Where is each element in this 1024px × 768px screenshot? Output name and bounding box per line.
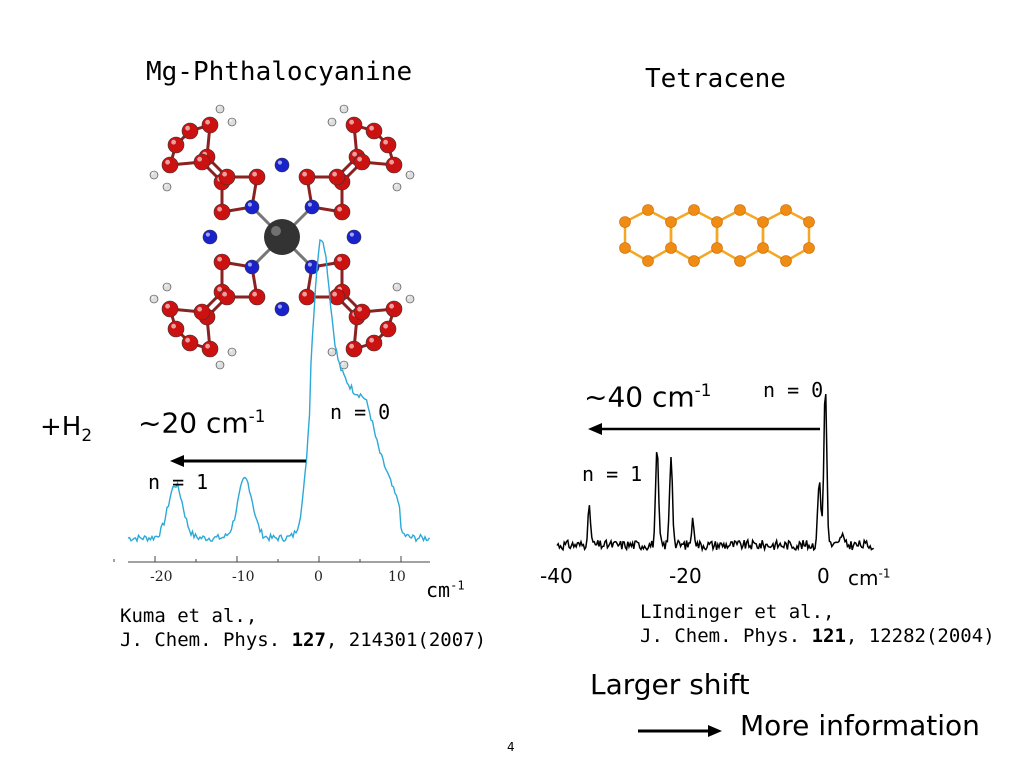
right-spectrum-trace — [556, 394, 875, 553]
left-tick-label: -10 — [232, 569, 255, 585]
right-title: Tetracene — [645, 64, 786, 94]
right-shift-label: ~40 cm-1 — [584, 380, 712, 414]
left-reference: Kuma et al., J. Chem. Phys. 127, 214301(… — [120, 605, 487, 651]
left-spectrum-trace — [127, 238, 431, 543]
page-number: 4 — [507, 740, 515, 754]
left-tick-label: 0 — [314, 569, 323, 585]
conclusion-line1: Larger shift — [590, 668, 750, 701]
left-tick-label: -20 — [150, 569, 173, 585]
right-tick-label: -40 — [540, 564, 573, 588]
left-tick-label: 10 — [388, 569, 406, 585]
conclusion-line2: More information — [740, 709, 980, 742]
right-reference: LIndinger et al., J. Chem. Phys. 121, 12… — [640, 601, 995, 647]
left-shift-label: ~20 cm-1 — [138, 406, 266, 440]
left-title: Mg-Phthalocyanine — [146, 57, 413, 87]
left-unit-label: cm-1 — [426, 578, 465, 602]
conclusion-arrow-head — [708, 725, 722, 737]
left-arrow-head — [170, 455, 184, 467]
right-unit-label: cm-1 — [848, 566, 891, 590]
right-n0-label: n = 0 — [763, 378, 824, 402]
right-tick-label: -20 — [669, 564, 702, 588]
right-n1-label: n = 1 — [582, 462, 643, 486]
right-tick-label: 0 — [817, 564, 830, 588]
right-arrow-head — [588, 423, 602, 435]
left-n0-label: n = 0 — [330, 400, 391, 424]
left-n1-label: n = 1 — [148, 470, 209, 494]
h2-label: +H2 — [40, 412, 93, 446]
